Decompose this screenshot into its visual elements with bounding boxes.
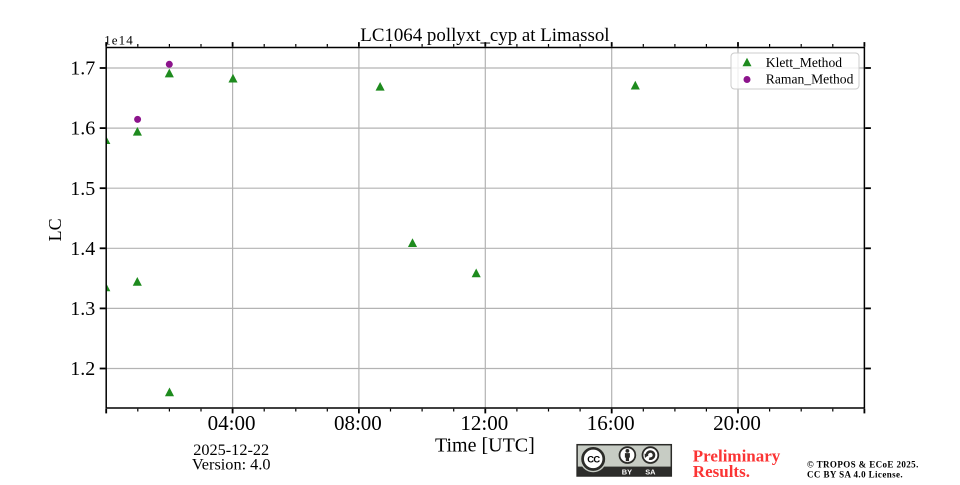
svg-text:CC: CC	[587, 454, 600, 465]
svg-text:1.5: 1.5	[70, 178, 95, 200]
svg-text:2025-12-22: 2025-12-22	[193, 440, 269, 459]
svg-text:© TROPOS & ECoE 2025.: © TROPOS & ECoE 2025.	[807, 459, 919, 469]
svg-text:04:00: 04:00	[208, 411, 256, 435]
svg-text:LC1064 pollyxt_cyp at Limassol: LC1064 pollyxt_cyp at Limassol	[360, 25, 609, 46]
svg-text:1.4: 1.4	[70, 238, 95, 260]
svg-text:Time [UTC]: Time [UTC]	[435, 435, 535, 457]
svg-text:1.3: 1.3	[70, 298, 95, 320]
svg-text:1.6: 1.6	[70, 118, 95, 140]
svg-text:12:00: 12:00	[460, 411, 508, 435]
svg-text:Results.: Results.	[693, 462, 750, 480]
svg-text:Raman_Method: Raman_Method	[766, 72, 854, 87]
svg-text:LC: LC	[45, 218, 65, 241]
svg-text:BY: BY	[622, 467, 632, 476]
svg-text:1e14: 1e14	[104, 33, 134, 48]
svg-text:08:00: 08:00	[334, 411, 382, 435]
svg-text:1.2: 1.2	[70, 358, 95, 380]
svg-text:Klett_Method: Klett_Method	[766, 55, 842, 70]
svg-text:20:00: 20:00	[713, 411, 761, 435]
svg-text:Preliminary: Preliminary	[693, 447, 781, 466]
svg-text:16:00: 16:00	[587, 411, 635, 435]
svg-text:SA: SA	[645, 467, 656, 476]
svg-text:CC BY SA 4.0 License.: CC BY SA 4.0 License.	[807, 469, 903, 479]
svg-text:1.7: 1.7	[70, 58, 95, 80]
svg-text:Version: 4.0: Version: 4.0	[192, 454, 271, 473]
